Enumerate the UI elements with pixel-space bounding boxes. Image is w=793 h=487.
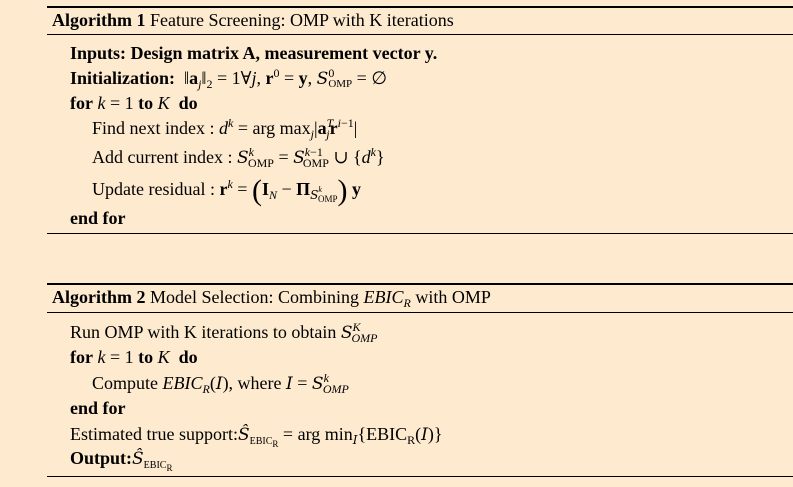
algo1-add-line: Add current index : SkOMP = Sk−1OMP ∪ {d… [92, 146, 385, 169]
algo2-run-line: Run OMP with K iterations to obtain SKOM… [70, 321, 378, 344]
algo2-for-line: for k = 1 to K do [70, 347, 198, 367]
algo1-add-formula: SkOMP = Sk−1OMP ∪ {dk} [236, 145, 385, 170]
algo2-output-label: Output: [70, 448, 133, 468]
algo1-inputs-label: Inputs: [70, 43, 127, 63]
algo1-add-text: Add current index : [92, 147, 233, 167]
algo1-bottom-rule [47, 233, 793, 234]
algo2-estimated-line: Estimated true support:ŜEBICR = arg minI… [70, 423, 443, 449]
algo2-caption: Algorithm 2 Model Selection: Combining E… [52, 286, 491, 310]
algo1-caption-rule [47, 34, 793, 35]
algo1-inputs-text: Design matrix A, measurement vector y. [130, 43, 438, 63]
algo2-compute-formula: EBICR(I), where I = SkOMP [162, 371, 349, 396]
algo1-label: Algorithm 1 [52, 10, 146, 30]
algo2-top-rule [47, 283, 793, 285]
algo2-caption-text: Model Selection: Combining EBICR with OM… [150, 287, 491, 310]
algo1-find-formula: dk = arg maxj|aTjri−1| [219, 116, 358, 141]
algo2-estimated-formula: ŜEBICR = arg minI{EBICR(I)} [237, 424, 443, 449]
algo2-estimated-text: Estimated true support: [70, 424, 238, 444]
algo1-find-line: Find next index : dk = arg maxj|aTjri−1| [92, 116, 358, 141]
algo2-end-for: end for [70, 398, 126, 418]
algo1-update-line: Update residual : rk = (IN − ΠSkOMP) y [92, 174, 361, 207]
algo1-init-formula: ‖aj‖2 = 1∀j, r0 = y, S0OMP = ∅ [179, 66, 388, 91]
algo1-top-rule [47, 6, 793, 8]
algo1-find-text: Find next index : [92, 118, 215, 138]
algo1-caption-text: Feature Screening: OMP with K iterations [150, 10, 454, 30]
algo1-caption: Algorithm 1 Feature Screening: OMP with … [52, 9, 454, 31]
algo2-output-formula: ŜEBICR [132, 449, 173, 473]
algo1-update-formula: rk = (IN − ΠSkOMP) y [219, 174, 361, 207]
algo1-update-text: Update residual : [92, 179, 215, 199]
algo1-inputs-line: Inputs: Design matrix A, measurement vec… [70, 42, 437, 64]
algo2-compute-text: Compute [92, 373, 158, 393]
algo1-end-for: end for [70, 208, 126, 228]
algo2-run-text: Run OMP with K iterations to obtain [70, 322, 337, 342]
algo2-caption-rule [47, 312, 793, 313]
algo1-init-line: Initialization: ‖aj‖2 = 1∀j, r0 = y, S0O… [70, 67, 387, 90]
algo2-run-formula: SKOMP [340, 320, 378, 345]
algo2-bottom-rule [47, 476, 793, 477]
algo2-label: Algorithm 2 [52, 287, 146, 307]
algo2-compute-line: Compute EBICR(I), where I = SkOMP [92, 372, 349, 395]
algo2-output-line: Output:ŜEBICR [70, 447, 173, 473]
algo1-init-label: Initialization: [70, 68, 176, 88]
algo1-for-line: for k = 1 to K do [70, 93, 198, 113]
